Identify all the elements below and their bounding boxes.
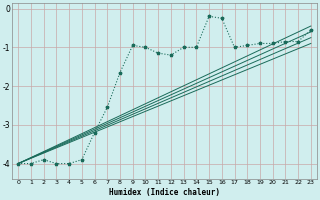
X-axis label: Humidex (Indice chaleur): Humidex (Indice chaleur) <box>109 188 220 197</box>
